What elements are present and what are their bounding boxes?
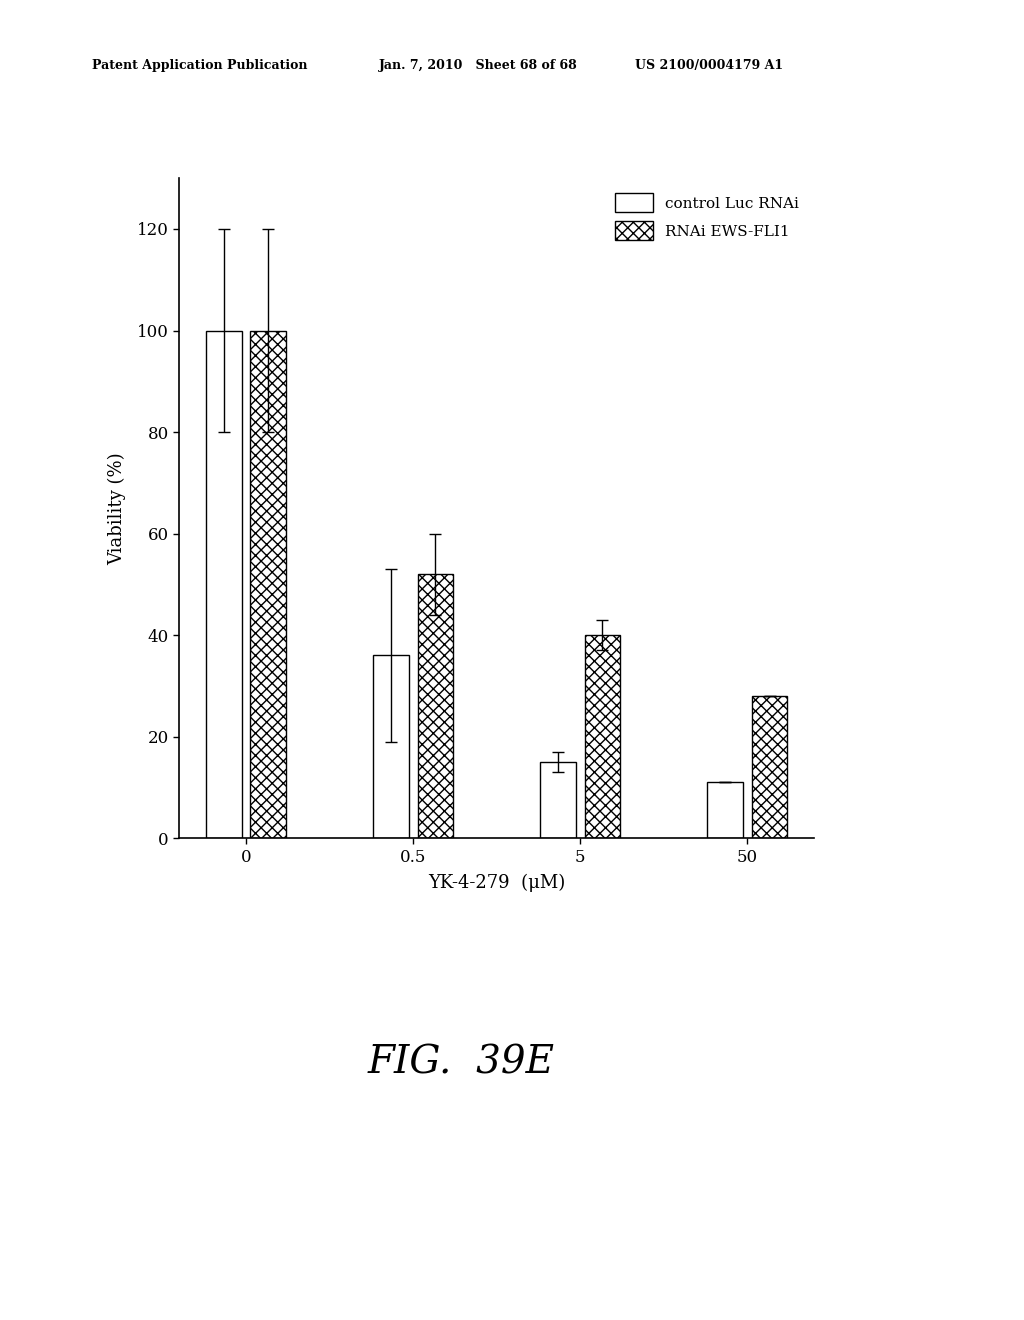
Bar	[540, 762, 575, 838]
Legend: control Luc RNAi, RNAi EWS-FLI1: control Luc RNAi, RNAi EWS-FLI1	[607, 186, 807, 248]
Bar	[418, 574, 454, 838]
Bar	[251, 330, 286, 838]
Text: US 2100/0004179 A1: US 2100/0004179 A1	[635, 59, 783, 73]
Bar	[373, 656, 409, 838]
Text: FIG.  39E: FIG. 39E	[368, 1044, 554, 1081]
X-axis label: YK-4-279  (μM): YK-4-279 (μM)	[428, 874, 565, 892]
Y-axis label: Viability (%): Viability (%)	[108, 451, 126, 565]
Text: Jan. 7, 2010   Sheet 68 of 68: Jan. 7, 2010 Sheet 68 of 68	[379, 59, 578, 73]
Bar	[585, 635, 621, 838]
Text: Patent Application Publication: Patent Application Publication	[92, 59, 307, 73]
Bar	[752, 696, 787, 838]
Bar	[708, 783, 742, 838]
Bar	[206, 330, 242, 838]
